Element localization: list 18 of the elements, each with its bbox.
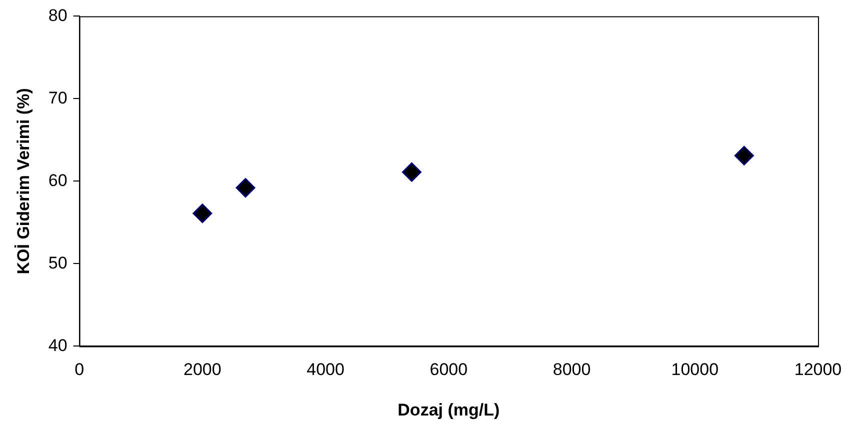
- x-tick-label: 10000: [671, 360, 719, 380]
- point: [402, 162, 422, 182]
- y-tick-label: 40: [48, 336, 68, 355]
- x-tick-label: 6000: [430, 360, 468, 380]
- y-tick-label: 50: [48, 253, 68, 272]
- point: [192, 204, 212, 224]
- y-tick-label: 80: [48, 6, 68, 25]
- x-tick-label: 0: [74, 360, 84, 380]
- y-axis-title: KOİ Giderim Verimi (%): [14, 88, 33, 274]
- x-axis-title: Dozaj (mg/L): [398, 400, 500, 420]
- point: [236, 178, 256, 198]
- x-tick-label: 2000: [184, 360, 222, 380]
- point: [734, 146, 754, 166]
- x-tick-label: 12000: [794, 360, 842, 380]
- y-tick-label: 70: [48, 88, 68, 108]
- y-tick-label: 60: [48, 170, 68, 190]
- x-tick-label: 8000: [552, 360, 591, 380]
- x-tick-label: 4000: [306, 360, 344, 380]
